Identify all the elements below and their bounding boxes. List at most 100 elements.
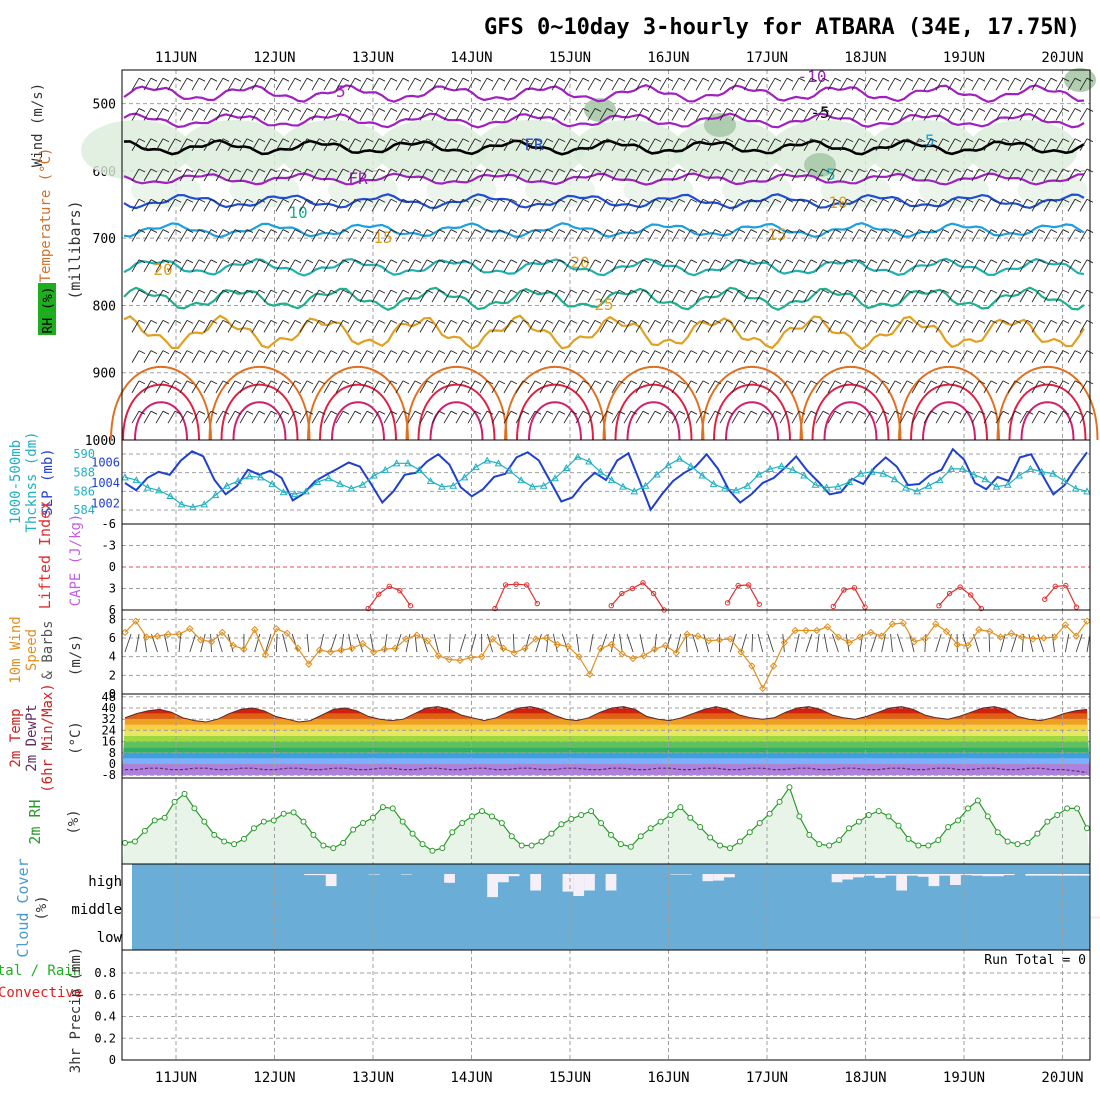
wind-barb — [498, 410, 506, 415]
wind-barb — [306, 380, 314, 385]
wind-barb — [791, 289, 800, 303]
wind-barb — [1014, 77, 1022, 82]
wind-barb — [983, 168, 992, 182]
wind-barb — [635, 259, 644, 273]
wind-speed-marker — [650, 645, 659, 653]
wind-speed-marker — [877, 632, 886, 640]
wind-barb — [587, 289, 596, 303]
wind-label-4-line: (m/s) — [68, 634, 84, 676]
wind-barb — [383, 320, 392, 333]
wind-barb — [323, 199, 332, 212]
wind-barb — [215, 289, 224, 303]
wind-barb — [534, 229, 542, 233]
wind-barb — [150, 229, 158, 233]
wind-barb — [1074, 198, 1082, 203]
cloud-high-bar — [842, 874, 854, 880]
wind-barb — [179, 229, 188, 242]
wind-barb — [623, 410, 632, 424]
wind-barb — [767, 380, 776, 394]
wind-barb — [1062, 198, 1070, 203]
wind-barb — [323, 410, 332, 424]
rh-marker — [647, 825, 654, 832]
wind-barb — [1055, 259, 1064, 273]
thickness-marker — [754, 470, 763, 478]
wind-barb — [1031, 320, 1040, 333]
wind-barb — [354, 380, 362, 385]
wind-barb — [359, 259, 368, 273]
wind-barb — [378, 138, 386, 143]
rh-marker — [984, 813, 991, 820]
wind-barb — [774, 319, 782, 324]
rh-marker — [479, 808, 486, 815]
wind-barb — [750, 138, 758, 143]
wind-barb — [762, 410, 770, 415]
wind-barb — [894, 289, 902, 294]
wind-barb — [779, 289, 788, 303]
rh-marker — [469, 813, 476, 820]
wind-barb — [491, 199, 500, 212]
wind-barb-10m — [805, 633, 813, 653]
wind-barb — [774, 259, 782, 264]
wind-barb — [174, 259, 182, 264]
wind-barb — [954, 319, 962, 324]
wind-speed-marker — [780, 638, 789, 647]
wind-barb — [347, 108, 356, 121]
wind-barb — [918, 229, 926, 233]
wind-barb — [174, 410, 182, 415]
wind-barb — [690, 168, 698, 173]
wind-barb — [803, 229, 812, 242]
wind-barb — [911, 77, 920, 91]
wind-barb — [923, 289, 932, 303]
wind-barb — [522, 198, 530, 203]
wind-barb — [702, 350, 710, 355]
wind-barb — [455, 380, 464, 394]
upper-air-temp-label: Temperature (°C) — [38, 148, 54, 283]
wind-barb — [822, 229, 830, 233]
wind-barb — [887, 289, 896, 303]
surface-temp-contour — [898, 365, 1000, 441]
wind-barb — [371, 77, 380, 91]
wind-barb — [503, 289, 512, 303]
wind-barb — [810, 410, 818, 415]
wind-barb — [690, 229, 698, 233]
temp-band — [122, 730, 1090, 736]
wind-barb — [318, 350, 326, 355]
wind-speed-marker — [445, 655, 453, 664]
wind-barb — [558, 229, 566, 233]
wind-barb — [834, 259, 842, 264]
wind-barb — [450, 350, 458, 355]
wind-barb — [371, 138, 380, 151]
rh-marker — [280, 810, 287, 817]
lifted-index-marker — [724, 600, 731, 606]
wind-speed-marker — [434, 652, 443, 660]
wind-speed-marker — [575, 652, 583, 661]
wind-barb-10m — [497, 633, 504, 653]
wind-barb — [906, 229, 914, 233]
thickness-marker — [879, 469, 888, 477]
wind-barb — [378, 380, 386, 385]
wind-barb — [402, 168, 410, 173]
wind-barb — [383, 289, 392, 303]
wind-barb — [395, 229, 404, 242]
cloud-high-bar — [1003, 874, 1015, 876]
wind-barb — [275, 77, 284, 91]
wind-barb — [918, 77, 926, 82]
lifted-index-line — [938, 586, 982, 609]
wind-barb — [575, 229, 584, 242]
wind-barb — [599, 410, 608, 424]
wind-barb — [198, 259, 206, 264]
wind-barb — [179, 350, 188, 363]
rh-shading — [179, 120, 290, 180]
thickness-marker — [132, 476, 141, 484]
wind-barb — [1019, 168, 1028, 182]
surface-temp-contour — [910, 383, 988, 441]
wind-barb — [971, 320, 980, 333]
wind-barb — [294, 350, 302, 355]
wind-barb — [911, 259, 920, 273]
wind-barb — [990, 138, 998, 143]
wind-barb — [359, 350, 368, 363]
wind-barb — [1074, 380, 1082, 385]
surface-temp-contour — [528, 401, 582, 441]
wind-barb — [546, 198, 554, 203]
date-label-bottom: 13JUN — [352, 1070, 394, 1086]
